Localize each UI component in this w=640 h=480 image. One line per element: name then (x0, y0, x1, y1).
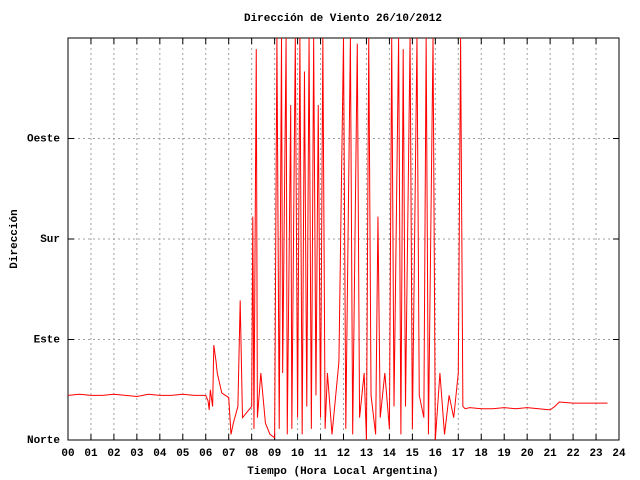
x-tick-label: 14 (383, 448, 397, 460)
y-tick-label: Sur (40, 234, 60, 246)
x-tick-label: 07 (222, 448, 235, 460)
x-tick-label: 06 (199, 448, 212, 460)
y-tick-label: Oeste (27, 133, 60, 145)
x-tick-label: 03 (130, 448, 144, 460)
x-tick-label: 05 (176, 448, 190, 460)
x-tick-label: 17 (452, 448, 465, 460)
x-tick-label: 02 (107, 448, 120, 460)
x-tick-label: 01 (84, 448, 98, 460)
chart-title: Dirección de Viento 26/10/2012 (244, 13, 442, 25)
x-tick-label: 21 (544, 448, 558, 460)
x-tick-label: 08 (245, 448, 259, 460)
x-tick-label: 09 (268, 448, 281, 460)
x-axis-label: Tiempo (Hora Local Argentina) (247, 466, 438, 478)
x-tick-label: 23 (589, 448, 603, 460)
x-tick-label: 11 (314, 448, 328, 460)
x-tick-label: 12 (337, 448, 350, 460)
x-tick-label: 22 (566, 448, 579, 460)
y-tick-label: Norte (27, 435, 60, 447)
x-tick-label: 00 (61, 448, 74, 460)
x-tick-label: 13 (360, 448, 374, 460)
y-axis-label: Dirección (9, 209, 21, 268)
x-tick-label: 20 (521, 448, 534, 460)
x-tick-label: 15 (406, 448, 420, 460)
x-tick-label: 10 (291, 448, 304, 460)
x-tick-label: 24 (612, 448, 626, 460)
y-tick-label: Este (34, 334, 61, 346)
x-tick-label: 19 (498, 448, 511, 460)
x-tick-label: 18 (475, 448, 489, 460)
x-tick-label: 16 (429, 448, 442, 460)
data-line (67, 37, 608, 441)
x-tick-label: 04 (153, 448, 167, 460)
